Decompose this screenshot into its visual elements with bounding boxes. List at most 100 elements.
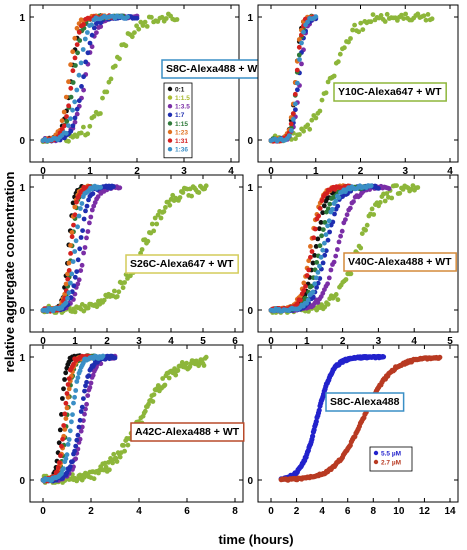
- data-point: [288, 121, 294, 127]
- data-point: [317, 263, 322, 269]
- data-point: [328, 267, 334, 273]
- data-point: [335, 203, 341, 209]
- data-point: [321, 203, 327, 209]
- data-point: [66, 437, 72, 442]
- panel-label-border: [343, 252, 457, 272]
- data-point: [75, 281, 81, 287]
- data-point: [117, 454, 123, 460]
- x-tick-label: 4: [168, 336, 174, 347]
- data-point: [180, 190, 186, 195]
- data-point: [91, 476, 97, 482]
- data-point: [299, 61, 304, 67]
- data-point: [347, 205, 353, 211]
- x-tick-label: 8: [232, 506, 238, 517]
- data-point: [299, 40, 304, 46]
- data-point: [295, 87, 300, 93]
- data-point: [77, 38, 83, 43]
- x-tick-label: 2: [104, 336, 110, 347]
- data-point: [308, 244, 313, 249]
- x-tick-label: 5: [200, 336, 206, 347]
- data-point: [315, 236, 321, 242]
- data-point: [310, 433, 316, 439]
- data-point: [348, 271, 354, 277]
- data-point: [333, 253, 339, 259]
- data-point: [167, 202, 173, 208]
- data-point: [84, 401, 89, 407]
- data-point: [70, 259, 76, 264]
- data-point: [55, 465, 61, 470]
- data-point: [162, 382, 168, 388]
- series-1-36: [40, 183, 103, 314]
- data-point: [63, 300, 69, 306]
- data-point: [312, 281, 318, 287]
- data-point: [318, 254, 324, 260]
- y-tick-label: 0: [247, 136, 253, 147]
- x-tick-label: 4: [447, 166, 453, 177]
- data-point: [315, 270, 321, 275]
- data-point: [72, 212, 78, 218]
- data-point: [66, 386, 72, 392]
- data-point: [333, 292, 339, 297]
- data-point: [386, 186, 392, 191]
- panel-label-box: V40C-Alexa488 + WT: [343, 252, 457, 272]
- data-point: [123, 43, 129, 49]
- data-point: [62, 427, 68, 432]
- data-point: [161, 209, 167, 215]
- x-tick-label: 12: [419, 506, 431, 517]
- data-point: [421, 13, 427, 19]
- x-tick-label: 3: [376, 336, 382, 347]
- data-point: [116, 289, 122, 295]
- x-tick-label: 0: [40, 336, 46, 347]
- data-point: [77, 246, 83, 252]
- data-point: [63, 94, 69, 100]
- data-point: [88, 214, 94, 220]
- data-point: [84, 235, 89, 241]
- data-point: [78, 409, 84, 414]
- data-point: [296, 37, 302, 42]
- y-tick-label: 1: [19, 13, 25, 24]
- data-point: [64, 114, 69, 119]
- data-point: [301, 128, 306, 134]
- data-point: [336, 239, 342, 245]
- data-point: [81, 250, 86, 256]
- data-point: [152, 215, 158, 221]
- data-point: [290, 111, 296, 116]
- y-tick-label: 1: [19, 353, 25, 364]
- data-point: [163, 16, 169, 21]
- data-point: [322, 220, 328, 225]
- y-tick-label: 0: [247, 306, 253, 317]
- data-point: [151, 228, 157, 234]
- data-point: [114, 294, 120, 299]
- data-point: [331, 259, 337, 265]
- data-point: [74, 379, 80, 384]
- data-point: [89, 207, 95, 213]
- data-point: [303, 284, 308, 289]
- data-point: [132, 30, 137, 35]
- data-point: [75, 375, 81, 381]
- data-point: [65, 442, 71, 447]
- series-1-1-5: [268, 11, 435, 144]
- data-point: [66, 103, 71, 109]
- data-point: [78, 60, 84, 66]
- data-point: [81, 87, 86, 93]
- data-point: [72, 115, 78, 121]
- data-point: [65, 296, 70, 301]
- data-point: [117, 185, 123, 191]
- data-point: [399, 12, 404, 18]
- data-point: [308, 254, 313, 260]
- panel-d: 0 1 2 3 4 5 0 1 V40C-Alexa488 + WT: [247, 174, 459, 347]
- data-point: [325, 237, 331, 243]
- data-point: [58, 453, 63, 459]
- x-tick-label: 0: [40, 506, 46, 517]
- data-point: [72, 309, 78, 315]
- data-point: [313, 418, 319, 425]
- data-point: [316, 407, 322, 413]
- data-point: [70, 459, 75, 465]
- data-point: [307, 126, 313, 132]
- data-point: [151, 392, 157, 397]
- data-point: [70, 123, 76, 129]
- legend-marker: [167, 138, 173, 143]
- legend-frame: [369, 446, 413, 472]
- x-tick-label: 5: [447, 336, 453, 347]
- data-point: [125, 442, 131, 448]
